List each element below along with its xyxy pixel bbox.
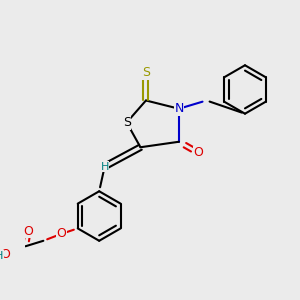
Text: O: O	[56, 227, 66, 240]
Text: O: O	[193, 146, 203, 159]
Text: S: S	[142, 67, 150, 80]
Text: O: O	[1, 248, 10, 261]
Text: H: H	[0, 251, 4, 261]
Text: H: H	[100, 161, 109, 172]
Text: O: O	[23, 225, 33, 238]
Text: N: N	[174, 102, 184, 115]
Text: S: S	[123, 116, 131, 129]
